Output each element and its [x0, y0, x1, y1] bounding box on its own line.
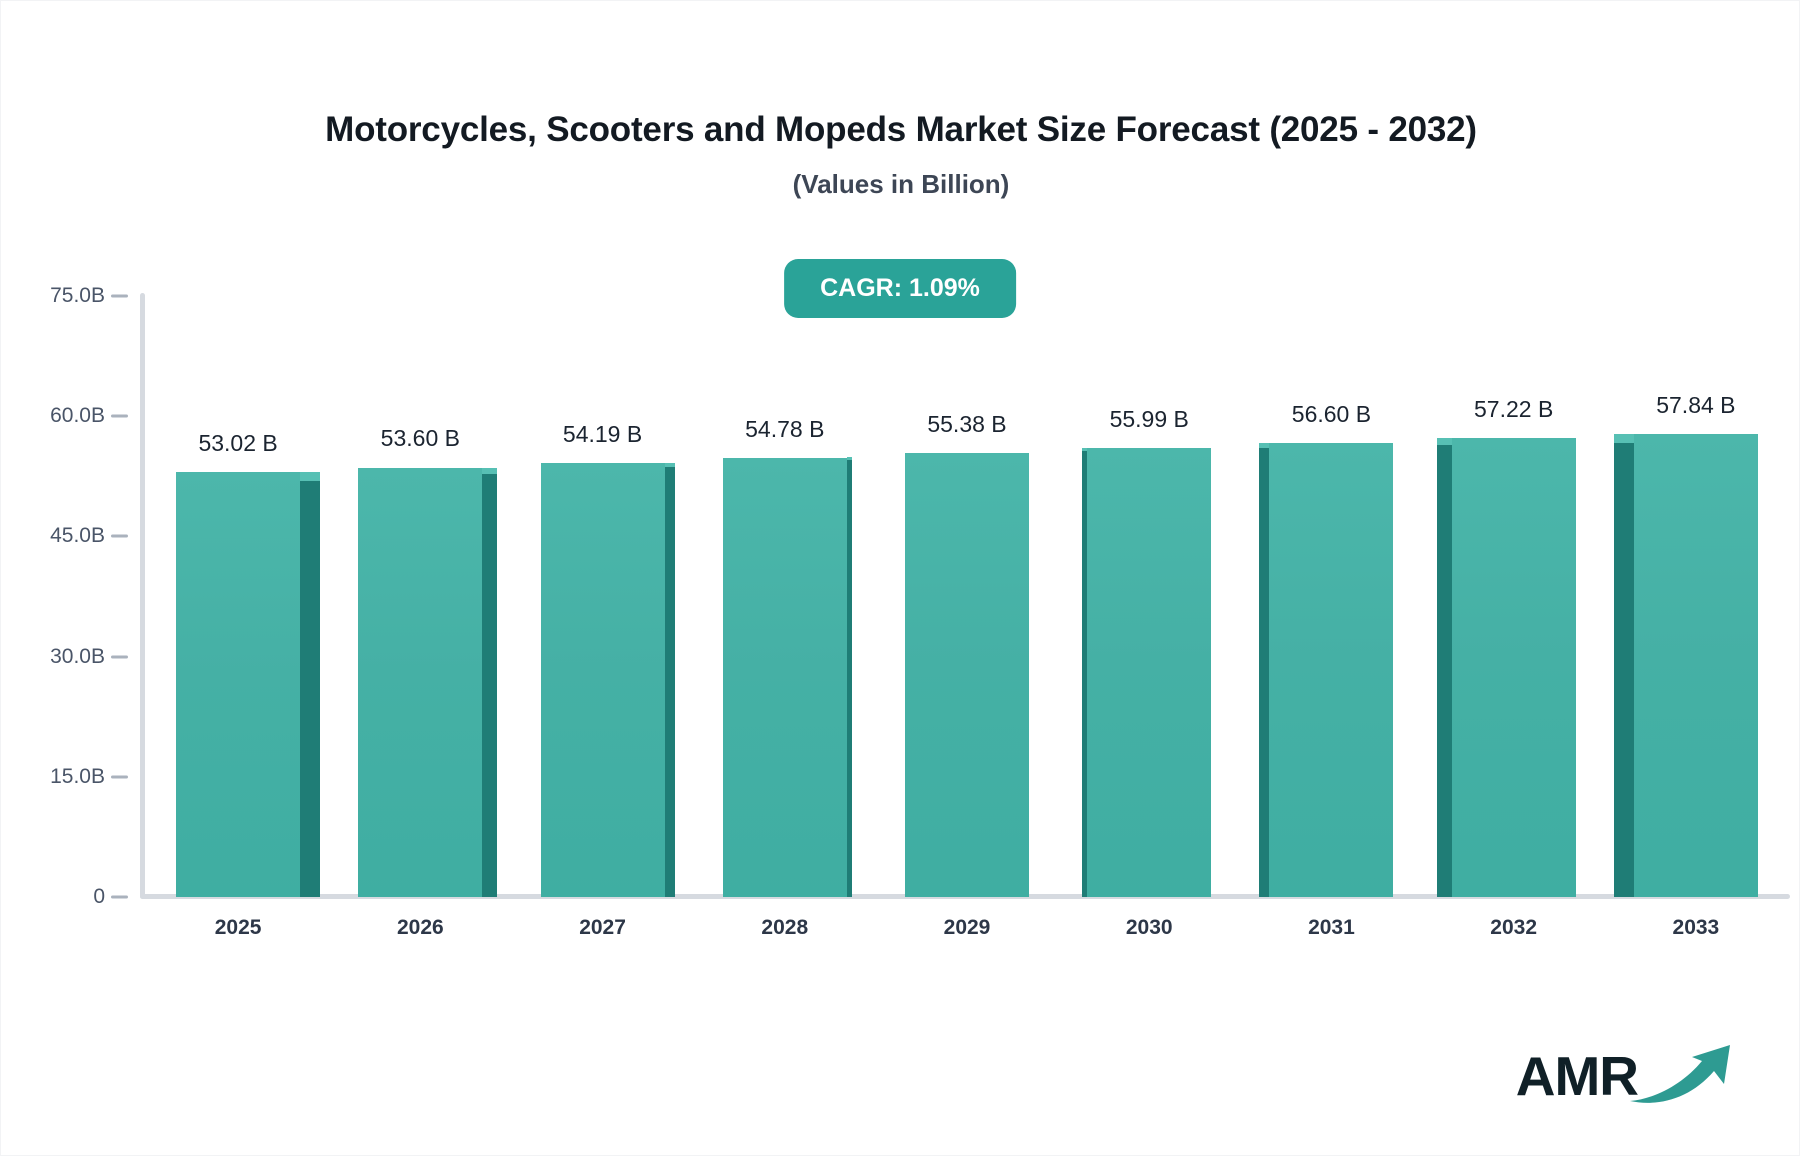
bar-side-face: [300, 481, 321, 897]
bar-top-face: [300, 472, 321, 482]
x-axis-tick-label: 2030: [1125, 916, 1173, 939]
x-axis-tick-label: 2033: [1672, 916, 1720, 939]
x-axis-tick-label: 2027: [579, 916, 626, 939]
bar-value-label: 53.60 B: [380, 425, 460, 452]
chart-subtitle: (Values in Billion): [792, 169, 1010, 199]
amr-logo: AMR: [1516, 1041, 1744, 1111]
bar-top-face: [1082, 447, 1088, 451]
y-axis-tick-label: 45.0B: [50, 524, 105, 548]
bar-column[interactable]: 53.60 B 2026: [358, 1, 498, 1157]
growth-arrow-icon: [1624, 1037, 1744, 1114]
y-axis-tick-mark: [111, 655, 128, 659]
bar-value-label: 53.02 B: [198, 430, 278, 457]
bar-top-face: [664, 462, 675, 468]
bar-side-face: [1436, 445, 1452, 897]
bar-value-label: 55.38 B: [927, 411, 1007, 438]
bar-value-label: 56.60 B: [1291, 401, 1372, 428]
bar-front-face[interactable]: [1451, 438, 1576, 897]
bar-column[interactable]: 54.19 B 2027: [540, 1, 675, 1157]
bar-front-face[interactable]: [722, 458, 847, 897]
bar-side-face: [846, 460, 852, 897]
x-axis-tick-label: 2026: [396, 916, 444, 939]
bar-front-face[interactable]: [905, 453, 1029, 897]
bar-side-face: [664, 467, 675, 897]
bar-series: 53.02 B 2025 53.60 B 2026 54.19 B 2027 54.78 B…: [147, 1, 1787, 1157]
bar-column[interactable]: 54.78 B 2028: [722, 1, 852, 1157]
cagr-badge: CAGR: 1.09%: [784, 259, 1016, 318]
bar-value-label: 54.19 B: [562, 420, 643, 447]
bar-front-face[interactable]: [1087, 448, 1212, 897]
bar-top-face: [846, 457, 852, 461]
x-axis-tick-label: 2025: [214, 916, 262, 939]
bar-front-face[interactable]: [176, 472, 301, 897]
y-axis-line: [140, 293, 145, 899]
bar-front-face[interactable]: [358, 467, 483, 897]
y-axis-tick-label: 15.0B: [50, 764, 105, 788]
bar-column[interactable]: 57.22 B 2032: [1436, 1, 1576, 1157]
y-axis-tick-label: 75.0B: [50, 284, 105, 307]
bar-front-face[interactable]: [1633, 433, 1758, 897]
bar-column[interactable]: 55.99 B 2030: [1082, 1, 1212, 1157]
x-axis-tick-label: 2029: [943, 916, 991, 939]
bar-column[interactable]: 56.60 B 2031: [1259, 1, 1394, 1157]
bar-side-face: [482, 474, 498, 897]
bar-side-face: [1082, 450, 1088, 897]
chart-header: Motorcycles, Scooters and Mopeds Market …: [1, 109, 1800, 200]
bar-front-face[interactable]: [1269, 443, 1394, 897]
y-axis-tick-label: 0: [93, 885, 105, 908]
bar-side-face: [1259, 447, 1270, 897]
bar-top-face: [1613, 433, 1634, 443]
bar-top-face: [482, 467, 498, 475]
page-title: Motorcycles, Scooters and Mopeds Market …: [325, 110, 1477, 149]
y-axis-ticks: 0 15.0B 30.0B 45.0B 60.0B 75.0B: [1, 1, 141, 1157]
y-axis-tick-mark: [111, 895, 128, 899]
bar-value-label: 57.84 B: [1656, 391, 1736, 418]
y-axis-tick-mark: [111, 775, 128, 779]
bar-column[interactable]: 57.84 B 2033: [1613, 1, 1758, 1157]
y-axis-tick-label: 60.0B: [50, 404, 105, 428]
bar-column[interactable]: 53.02 B 2025: [176, 1, 321, 1157]
x-axis-tick-label: 2031: [1308, 916, 1355, 939]
bar-top-face: [1259, 443, 1270, 448]
bar-value-label: 55.99 B: [1109, 406, 1189, 433]
y-axis-tick-mark: [111, 294, 128, 298]
bar-value-label: 57.22 B: [1474, 396, 1554, 423]
bar-column[interactable]: 55.38 B 2029: [905, 1, 1029, 1157]
x-axis-tick-label: 2032: [1490, 916, 1538, 939]
logo-text: AMR: [1515, 1044, 1639, 1107]
x-axis-tick-label: 2028: [761, 916, 809, 939]
bar-front-face[interactable]: [540, 462, 665, 897]
bar-side-face: [1613, 442, 1634, 897]
y-axis-tick-label: 30.0B: [50, 644, 105, 668]
bar-value-label: 54.78 B: [745, 416, 825, 443]
y-axis-tick-mark: [111, 534, 128, 538]
y-axis-tick-mark: [111, 414, 128, 418]
bar-top-face: [1436, 438, 1452, 446]
